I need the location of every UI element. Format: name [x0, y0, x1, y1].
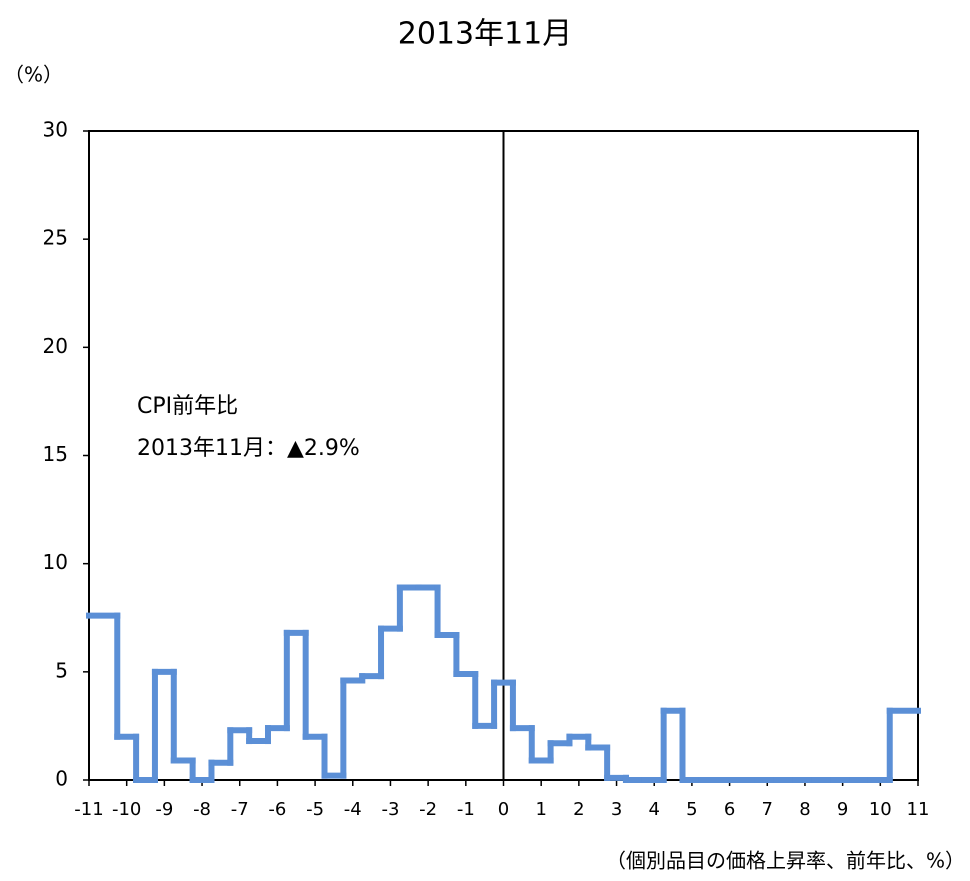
x-tick-label: -6: [268, 799, 286, 820]
x-tick-label: 10: [869, 799, 892, 820]
chart-title: 2013年11月: [398, 17, 573, 52]
y-tick-label: 5: [55, 658, 68, 682]
y-tick-label: 0: [55, 767, 68, 791]
x-tick-label: -1: [457, 799, 475, 820]
annotation: CPI前年比: [137, 394, 238, 419]
y-tick-label: 20: [43, 334, 68, 358]
x-tick-label: 0: [498, 799, 509, 820]
x-tick-label: 9: [837, 799, 848, 820]
y-tick-label: 15: [43, 442, 68, 466]
x-tick-label: -3: [381, 799, 399, 820]
x-tick-label: -7: [231, 799, 249, 820]
x-tick-label: -11: [74, 799, 103, 820]
x-tick-label: -9: [155, 799, 173, 820]
x-tick-label: 11: [907, 799, 930, 820]
y-tick-label: 25: [43, 226, 68, 250]
x-tick-label: 1: [535, 799, 546, 820]
x-tick-label: 4: [649, 799, 660, 820]
x-tick-label: -4: [344, 799, 362, 820]
x-tick-label: -8: [193, 799, 211, 820]
x-tick-label: 3: [611, 799, 622, 820]
y-tick-label: 30: [43, 118, 68, 142]
x-tick-label: 5: [686, 799, 697, 820]
x-tick-label: 6: [724, 799, 735, 820]
x-tick-label: 8: [799, 799, 810, 820]
x-axis-label: （個別品目の価格上昇率、前年比、%）: [606, 849, 965, 873]
annotation: 2013年11月：▲2.9%: [137, 436, 360, 461]
y-axis-label: （%）: [4, 63, 63, 87]
y-tick-label: 10: [43, 550, 68, 574]
x-tick-label: -10: [112, 799, 141, 820]
x-tick-label: -2: [419, 799, 437, 820]
x-tick-label: 2: [573, 799, 584, 820]
x-tick-label: 7: [762, 799, 773, 820]
x-tick-label: -5: [306, 799, 324, 820]
